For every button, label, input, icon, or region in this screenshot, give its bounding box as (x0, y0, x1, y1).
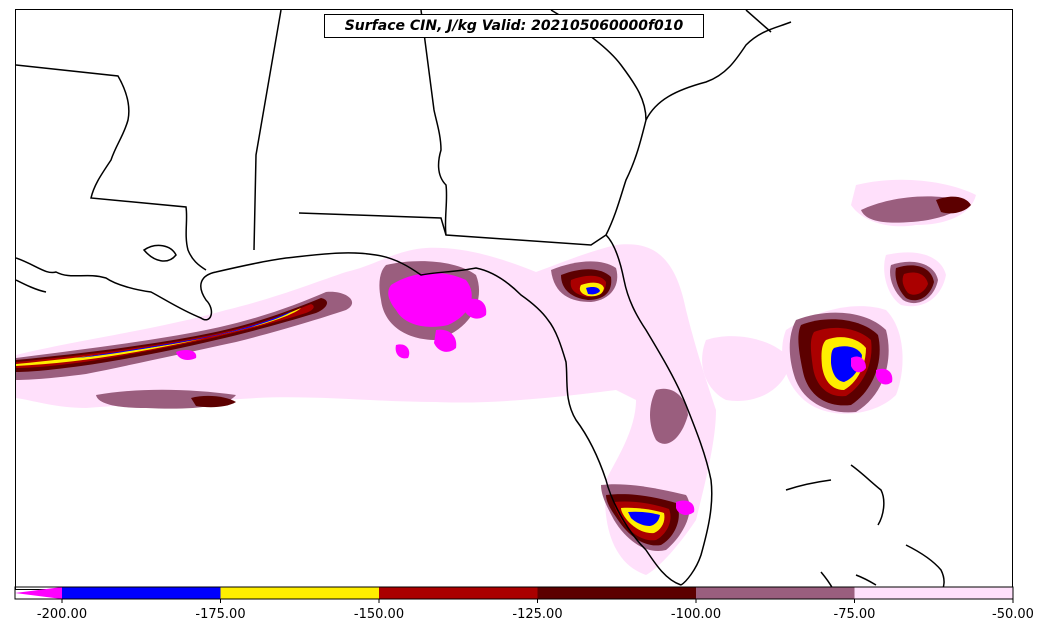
colorbar-tick-label: -100.00 (670, 607, 722, 622)
colorbar-tick-label: -125.00 (512, 607, 563, 622)
colorbar-outline (14, 586, 1014, 600)
colorbar-under-arrow (15, 587, 62, 599)
colorbar-bin-4 (696, 587, 855, 599)
colorbar-tick-label: -75.00 (833, 607, 876, 622)
colorbar-bin-0 (62, 587, 221, 599)
map-title: Surface CIN, J/kg Valid: 202105060000f01… (324, 14, 704, 38)
colorbar-tick-label: -200.00 (36, 607, 88, 622)
colorbar (14, 586, 1014, 603)
colorbar-tick-label: -50.00 (992, 607, 1034, 622)
colorbar-tick-label: -150.00 (353, 607, 405, 622)
colorbar-bin-5 (854, 587, 1013, 599)
cin-field-magenta (176, 272, 893, 515)
map-canvas (16, 10, 976, 589)
colorbar-bins (62, 587, 1013, 599)
coastline-and-state-borders (16, 10, 945, 589)
cin-field-blue (76, 287, 862, 526)
colorbar-bin-2 (379, 587, 538, 599)
colorbar-bin-1 (220, 587, 379, 599)
colorbar-tick-label: -175.00 (195, 607, 246, 622)
colorbar-bin-3 (537, 587, 696, 599)
map-panel (15, 9, 1013, 590)
